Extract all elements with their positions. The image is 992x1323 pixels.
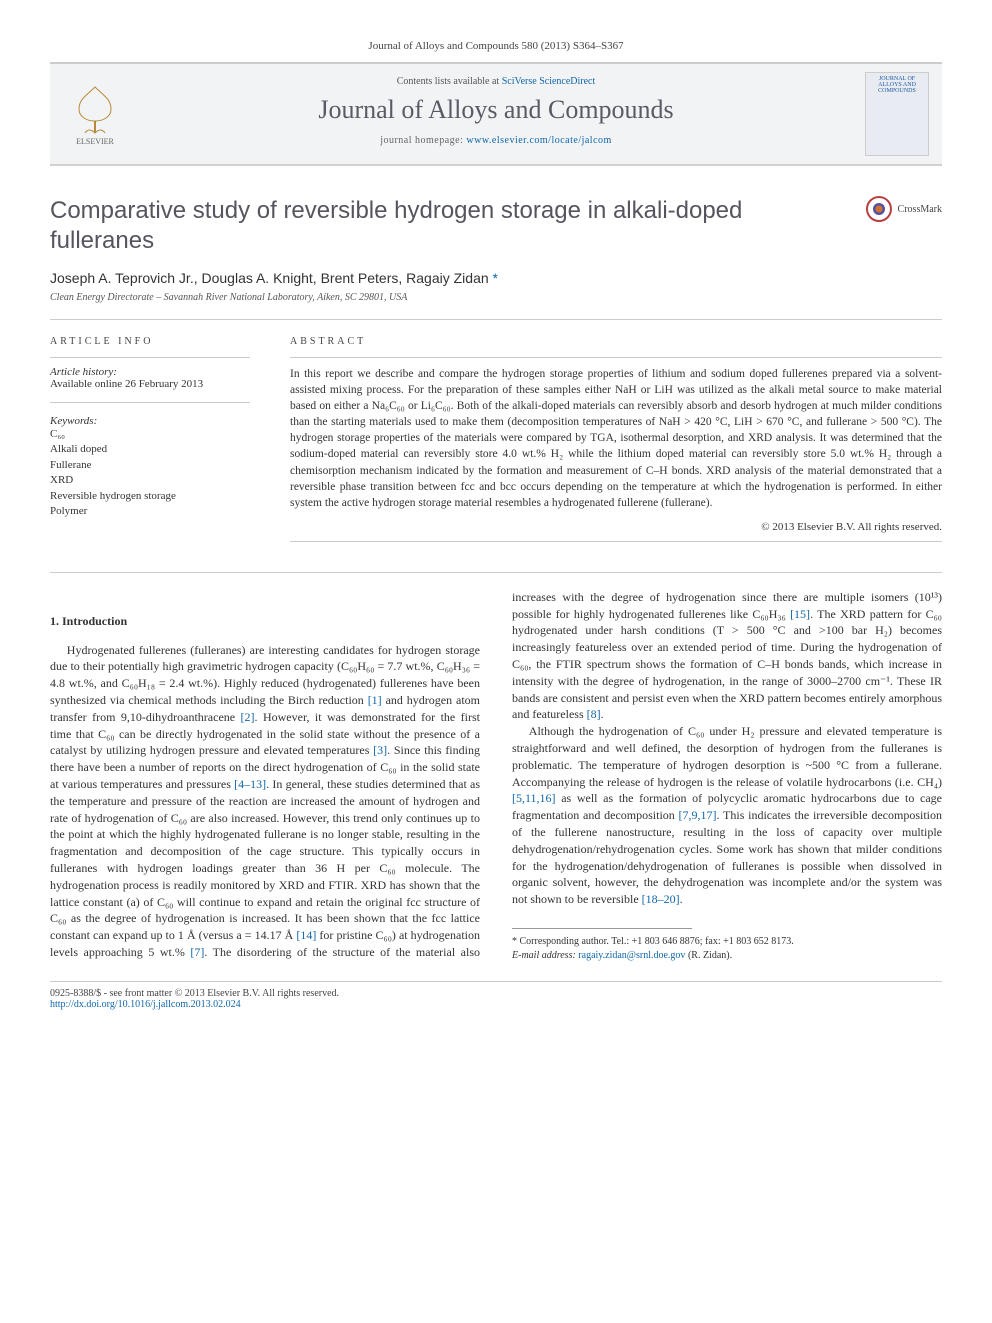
abstract-copyright: © 2013 Elsevier B.V. All rights reserved…	[290, 521, 942, 533]
affiliation: Clean Energy Directorate – Savannah Rive…	[50, 292, 942, 303]
article-info-heading: ARTICLE INFO	[50, 336, 250, 347]
homepage-prefix: journal homepage:	[380, 135, 466, 146]
elsevier-tree-logo: ELSEVIER	[65, 81, 125, 147]
keywords-label: Keywords:	[50, 415, 250, 427]
ref-link[interactable]: [5,11,16]	[512, 791, 556, 805]
ref-link[interactable]: [14]	[296, 928, 316, 942]
cover-title-text: JOURNAL OF ALLOYS AND COMPOUNDS	[869, 76, 925, 94]
footnote-corr-line: * Corresponding author. Tel.: +1 803 646…	[512, 935, 942, 949]
publisher-logo-cell: ELSEVIER	[50, 64, 140, 164]
abstract-text: In this report we describe and compare t…	[290, 366, 942, 511]
body-two-column: 1. Introduction Hydrogenated fullerenes …	[50, 589, 942, 963]
contents-available-line: Contents lists available at SciVerse Sci…	[150, 76, 842, 87]
journal-header: ELSEVIER Contents lists available at Sci…	[50, 62, 942, 166]
footnote-email-suffix: (R. Zidan).	[688, 950, 732, 961]
ref-link[interactable]: [4–13]	[234, 777, 266, 791]
crossmark-widget[interactable]: CrossMark	[866, 196, 942, 222]
footer-block: 0925-8388/$ - see front matter © 2013 El…	[50, 988, 942, 1010]
corresponding-footnote: * Corresponding author. Tel.: +1 803 646…	[512, 935, 942, 963]
ref-link[interactable]: [1]	[368, 693, 382, 707]
crossmark-label: CrossMark	[898, 204, 942, 215]
history-label: Article history:	[50, 366, 250, 378]
footer-frontmatter: 0925-8388/$ - see front matter © 2013 El…	[50, 988, 942, 999]
journal-cover-thumbnail: JOURNAL OF ALLOYS AND COMPOUNDS	[865, 72, 929, 156]
keyword-item: Reversible hydrogen storage	[50, 489, 250, 504]
article-title: Comparative study of reversible hydrogen…	[50, 196, 810, 256]
journal-reference: Journal of Alloys and Compounds 580 (201…	[50, 40, 942, 52]
journal-homepage-link[interactable]: www.elsevier.com/locate/jalcom	[466, 135, 611, 146]
ref-link[interactable]: [2]	[241, 710, 255, 724]
ref-link[interactable]: [8]	[587, 707, 601, 721]
article-info-column: ARTICLE INFO Article history: Available …	[50, 336, 250, 542]
keyword-item: Fullerane	[50, 458, 250, 473]
keyword-item: Alkali doped	[50, 442, 250, 457]
ref-link[interactable]: [7,9,17]	[679, 808, 717, 822]
keyword-item: XRD	[50, 473, 250, 488]
footer-separator	[50, 981, 942, 982]
history-text: Available online 26 February 2013	[50, 378, 250, 390]
keyword-item: Polymer	[50, 504, 250, 519]
intro-paragraph-2: Although the hydrogenation of C₆₀ under …	[512, 723, 942, 908]
abstract-heading: ABSTRACT	[290, 336, 942, 347]
divider-post-abstract	[50, 572, 942, 573]
divider-top	[50, 319, 942, 320]
footnote-email-link[interactable]: ragaiy.zidan@srnl.doe.gov	[578, 950, 685, 961]
author-list: Joseph A. Teprovich Jr., Douglas A. Knig…	[50, 270, 942, 286]
doi-link[interactable]: http://dx.doi.org/10.1016/j.jallcom.2013…	[50, 999, 241, 1010]
ref-link[interactable]: [7]	[190, 945, 204, 959]
cover-thumbnail-cell: JOURNAL OF ALLOYS AND COMPOUNDS	[852, 64, 942, 164]
crossmark-icon	[866, 196, 892, 222]
svg-text:ELSEVIER: ELSEVIER	[76, 137, 114, 146]
journal-homepage-line: journal homepage: www.elsevier.com/locat…	[150, 135, 842, 146]
footnote-email-label: E-mail address:	[512, 950, 576, 961]
corresponding-author-link[interactable]: *	[493, 270, 498, 286]
ref-link[interactable]: [18–20]	[642, 892, 680, 906]
abstract-column: ABSTRACT In this report we describe and …	[290, 336, 942, 542]
ref-link[interactable]: [15]	[790, 607, 810, 621]
footnote-separator	[512, 928, 692, 929]
sciencedirect-link[interactable]: SciVerse ScienceDirect	[502, 76, 596, 87]
section-1-heading: 1. Introduction	[50, 613, 480, 630]
ref-link[interactable]: [3]	[373, 743, 387, 757]
contents-prefix: Contents lists available at	[397, 76, 502, 87]
journal-title: Journal of Alloys and Compounds	[150, 95, 842, 125]
authors-text: Joseph A. Teprovich Jr., Douglas A. Knig…	[50, 270, 489, 286]
keyword-item: C₆₀	[50, 427, 250, 442]
keywords-list: C₆₀ Alkali doped Fullerane XRD Reversibl…	[50, 427, 250, 519]
